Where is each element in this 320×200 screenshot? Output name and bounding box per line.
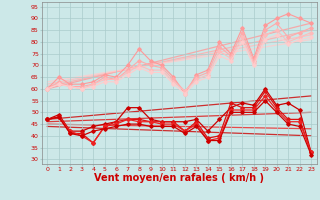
X-axis label: Vent moyen/en rafales ( km/h ): Vent moyen/en rafales ( km/h ) bbox=[94, 173, 264, 183]
